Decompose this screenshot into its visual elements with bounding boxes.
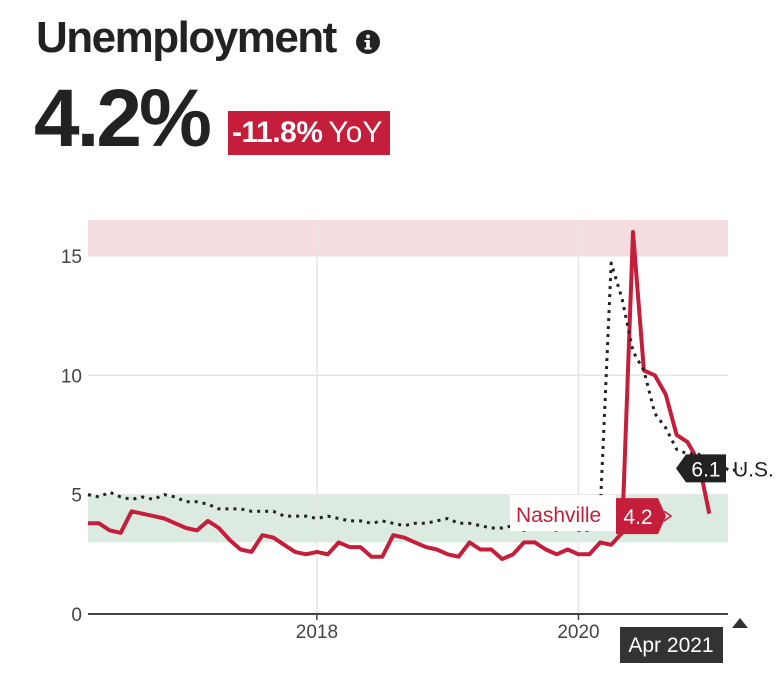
us-label-name: U.S. [733,458,774,481]
current-value: 4.2% [34,73,212,164]
yoy-value: -11.8% [232,116,323,149]
x-tick-label: 2018 [296,622,338,643]
nashville-line [88,230,712,562]
page-title: Unemployment [36,13,337,62]
info-icon[interactable] [356,30,380,54]
yoy-badge: -11.8% YoY [228,111,391,155]
nashville-label-name: Nashville [516,504,601,527]
hover-date-label: Apr 2021 [628,634,713,657]
y-tick-label: 15 [61,247,82,268]
us-line [87,261,743,532]
hover-label-bg [620,627,723,663]
high-range-band [88,220,728,256]
hover-label-pointer [732,618,748,628]
y-tick-label: 0 [71,605,82,626]
y-tick-label: 10 [61,366,82,387]
nashville-pointer [663,510,673,522]
y-tick-label: 5 [71,486,82,507]
nashville-label-bg [510,495,616,532]
yoy-unit: YoY [328,116,383,149]
x-tick-label: 2020 [557,622,599,643]
us-value-label: 6.1 [691,458,720,481]
us-value-flag [676,454,726,483]
nashville-value-label: 4.2 [623,506,652,529]
nashville-value-flag [616,498,666,535]
